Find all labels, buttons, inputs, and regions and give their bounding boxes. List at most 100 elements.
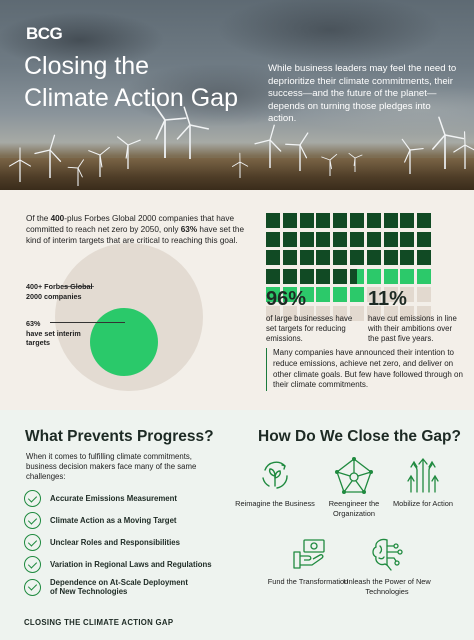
intro-text-2: -plus Forbes Global 2000 companies that … xyxy=(26,214,235,235)
challenge-label: Variation in Regional Laws and Regulatio… xyxy=(50,559,212,569)
wind-turbine xyxy=(88,146,110,177)
check-circle-icon xyxy=(24,556,41,573)
waffle-cell-beige xyxy=(316,305,331,321)
waffle-cell-dark xyxy=(282,268,297,284)
waffle-cell-beige xyxy=(383,305,398,321)
waffle-cell-dark xyxy=(417,250,432,265)
waffle-cell-beige xyxy=(282,305,297,321)
wind-turbine xyxy=(67,159,85,186)
bcg-logo: BCG xyxy=(26,24,63,43)
statistics-section: Of the 400-plus Forbes Global 2000 compa… xyxy=(0,190,474,410)
waffle-cell-dark xyxy=(400,231,415,247)
waffle-cell-dark xyxy=(333,231,348,247)
waffle-cell-half xyxy=(349,268,364,284)
waffle-cell-beige xyxy=(417,305,432,321)
waffle-cell-dark xyxy=(333,250,348,265)
hero-description: While business leaders may feel the need… xyxy=(268,63,457,124)
challenge-label: Accurate Emissions Measurement xyxy=(50,493,177,503)
solutions-title: How Do We Close the Gap? xyxy=(258,428,461,445)
waffle-cell-light xyxy=(349,287,364,302)
waffle-cell-dark xyxy=(383,250,398,265)
waffle-cell-beige xyxy=(349,305,364,321)
wind-turbine xyxy=(152,102,187,158)
waffle-cell-dark xyxy=(417,213,432,228)
waffle-cell-dark xyxy=(383,213,398,228)
hero-banner: BCG Closing the Climate Action Gap While… xyxy=(0,0,474,190)
waffle-cell-dark xyxy=(316,268,331,284)
waffle-cell-dark xyxy=(266,213,280,228)
challenge-item: Accurate Emissions Measurement xyxy=(24,490,224,507)
challenge-item: Variation in Regional Laws and Regulatio… xyxy=(24,556,224,573)
solution-label: Unleash the Power of New Technologies xyxy=(343,577,431,596)
challenge-label: Unclear Roles and Responsibilities xyxy=(50,537,180,547)
waffle-cell-dark xyxy=(349,213,364,228)
check-circle-icon xyxy=(24,512,41,529)
waffle-cell-beige xyxy=(400,305,415,321)
check-circle-icon xyxy=(24,534,41,551)
stat-11-value: 11% xyxy=(368,288,407,310)
solution-label: Fund the Transformation xyxy=(267,577,349,586)
waffle-cell-dark xyxy=(349,250,364,265)
intro-text-3: have set the kind of interim targets tha… xyxy=(26,225,245,246)
challenge-item: Climate Action as a Moving Target xyxy=(24,512,224,529)
wind-turbine xyxy=(348,152,363,172)
waffle-cell-dark xyxy=(266,268,280,284)
waffle-cell-dark xyxy=(349,231,364,247)
money-hand-icon xyxy=(293,539,325,569)
wind-turbine xyxy=(431,116,465,169)
waffle-cell-dark xyxy=(299,250,314,265)
stat-96-value: 96% xyxy=(266,288,307,310)
waffle-cell-dark xyxy=(400,250,415,265)
commitment-quote: Many companies have announced their inte… xyxy=(266,348,466,392)
solution-label: Reengineer the Organization xyxy=(328,499,380,518)
challenge-item: Unclear Roles and Responsibilities xyxy=(24,534,224,551)
title-line-2: Climate Action Gap xyxy=(24,84,238,112)
waffle-cell-dark xyxy=(282,250,297,265)
waffle-chart xyxy=(266,213,432,321)
check-circle-icon xyxy=(24,490,41,507)
waffle-cell-beige xyxy=(383,287,398,302)
waffle-cell-dark xyxy=(417,231,432,247)
waffle-cell-light xyxy=(383,268,398,284)
footer-label: CLOSING THE CLIMATE ACTION GAP xyxy=(24,618,174,627)
wind-turbine xyxy=(285,132,309,171)
waffle-cell-dark xyxy=(366,250,381,265)
waffle-cell-beige xyxy=(299,305,314,321)
waffle-cell-light xyxy=(366,268,381,284)
waffle-cell-dark xyxy=(366,231,381,247)
waffle-cell-dark xyxy=(316,250,331,265)
challenges-intro: When it comes to fulfilling climate comm… xyxy=(26,452,197,481)
wind-turbine xyxy=(453,131,474,169)
solution-label: Reimagine the Business xyxy=(235,499,315,508)
waffle-cell-dark xyxy=(316,231,331,247)
wind-turbines-illustration xyxy=(8,102,474,186)
wind-turbine xyxy=(117,136,141,169)
waffle-cell-light xyxy=(316,287,331,302)
wind-turbine xyxy=(176,106,210,159)
intro-highlight-63: 63% xyxy=(180,225,198,235)
waffle-cell-dark xyxy=(266,250,280,265)
solution-mobilize-action: Mobilize for Action xyxy=(378,456,468,509)
solution-label: Mobilize for Action xyxy=(393,499,453,508)
forbes-companies-label: 400+ Forbes Global 2000 companies xyxy=(26,282,93,301)
plant-cycle-icon xyxy=(262,461,288,489)
waffle-cell-light xyxy=(333,287,348,302)
forbes-leader-line xyxy=(64,286,94,287)
solution-reimagine-business: Reimagine the Business xyxy=(230,456,320,509)
waffle-cell-beige xyxy=(266,305,280,321)
waffle-cell-dark xyxy=(299,213,314,228)
waffle-cell-light xyxy=(400,268,415,284)
interim-targets-value: 63% xyxy=(26,319,41,328)
waffle-cell-dark xyxy=(400,213,415,228)
intro-paragraph: Of the 400-plus Forbes Global 2000 compa… xyxy=(26,213,252,247)
waffle-cell-dark xyxy=(282,231,297,247)
waffle-cell-beige xyxy=(366,287,381,302)
waffle-cell-dark xyxy=(316,213,331,228)
stat-96: 96% of large businesses have set targets… xyxy=(266,288,356,344)
solution-unleash-technology: Unleash the Power of New Technologies xyxy=(342,534,432,596)
wind-turbine xyxy=(401,138,424,174)
waffle-cell-dark xyxy=(299,231,314,247)
challenge-label: Dependence on At-Scale Deployment of New… xyxy=(50,578,188,597)
waffle-cell-beige xyxy=(417,287,432,302)
waffle-cell-dark xyxy=(333,213,348,228)
